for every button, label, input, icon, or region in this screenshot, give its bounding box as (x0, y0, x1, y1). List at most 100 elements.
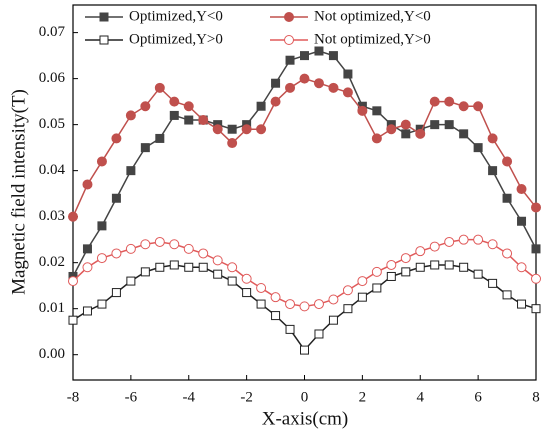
data-point (82, 262, 93, 273)
data-point (502, 290, 512, 300)
data-point (242, 288, 252, 298)
data-point (169, 260, 179, 270)
data-point (285, 55, 295, 65)
data-point (473, 101, 484, 112)
data-point (154, 82, 165, 93)
data-point (473, 234, 484, 245)
x-tick-label: 2 (359, 389, 367, 405)
x-axis-title: X-axis(cm) (262, 408, 349, 429)
data-point (97, 299, 107, 309)
data-point (82, 244, 92, 254)
data-point (169, 96, 180, 107)
data-point (140, 239, 151, 250)
y-tick-label: 0.01 (39, 300, 65, 316)
data-point (488, 166, 498, 176)
data-point (241, 273, 252, 284)
data-point (430, 260, 440, 270)
data-point (531, 202, 541, 213)
data-point (169, 110, 179, 120)
y-axis-title: Magnetic field intensity(T) (8, 89, 29, 295)
data-point (415, 246, 426, 257)
data-point (517, 216, 527, 226)
data-point (126, 166, 136, 176)
data-point (82, 179, 93, 190)
data-point (183, 243, 194, 254)
data-point (502, 193, 512, 203)
data-point (401, 129, 411, 139)
data-point (154, 236, 165, 247)
data-point (68, 276, 78, 287)
data-point (386, 124, 397, 135)
data-point (256, 101, 266, 111)
data-point (531, 304, 541, 314)
data-point (444, 236, 455, 247)
data-point (125, 110, 136, 121)
data-point (401, 267, 411, 277)
data-point (299, 73, 310, 84)
data-point (270, 292, 281, 303)
data-point (198, 248, 209, 259)
data-point (155, 262, 165, 272)
data-point (371, 266, 382, 277)
data-point (487, 239, 498, 250)
data-point (111, 248, 122, 259)
data-point (96, 156, 107, 167)
data-point (256, 124, 267, 135)
data-point (342, 87, 353, 98)
data-point (343, 69, 353, 79)
data-point (487, 133, 498, 144)
data-point (473, 269, 483, 279)
data-point (227, 262, 238, 273)
x-tick-label: -6 (125, 389, 138, 405)
data-point (169, 239, 180, 250)
data-point (473, 143, 483, 153)
data-point (386, 271, 396, 281)
y-tick-label: 0.07 (39, 24, 66, 40)
data-point (458, 101, 469, 112)
data-point (444, 120, 454, 130)
data-point (429, 241, 440, 252)
data-point (488, 278, 498, 288)
data-point (227, 276, 237, 286)
data-point (314, 46, 324, 56)
x-tick-label: 6 (474, 389, 482, 405)
data-point (400, 253, 411, 264)
x-tick-label: 4 (417, 389, 425, 405)
data-point (372, 106, 382, 116)
data-point (459, 129, 469, 139)
data-point (328, 82, 339, 93)
data-point (313, 78, 324, 89)
legend-label: Not optimized,Y<0 (314, 8, 431, 24)
data-point (459, 262, 469, 272)
data-point (82, 306, 92, 316)
data-point (111, 133, 122, 144)
data-point (531, 244, 541, 254)
data-point (444, 96, 455, 107)
data-point (342, 285, 353, 296)
data-point (458, 234, 469, 245)
data-point (271, 311, 281, 321)
data-point (183, 101, 194, 112)
data-point (300, 345, 309, 355)
data-point (184, 262, 194, 272)
data-point (313, 299, 324, 310)
legend-label: Not optimized,Y>0 (314, 31, 431, 47)
data-point (357, 292, 367, 302)
data-point (444, 260, 454, 270)
data-point (502, 248, 513, 259)
data-point (227, 124, 237, 134)
legend-marker (284, 12, 294, 22)
data-point (328, 51, 338, 61)
data-point (256, 299, 266, 309)
x-tick-label: 8 (532, 389, 540, 405)
data-point (213, 269, 223, 279)
data-point (140, 267, 150, 277)
data-point (68, 211, 78, 222)
data-point (241, 124, 252, 135)
data-point (140, 101, 151, 112)
y-tick-label: 0.02 (39, 254, 65, 270)
data-point (415, 262, 425, 272)
x-tick-label: -2 (240, 389, 253, 405)
legend-label: Optimized,Y<0 (129, 8, 223, 24)
data-point (111, 288, 121, 298)
